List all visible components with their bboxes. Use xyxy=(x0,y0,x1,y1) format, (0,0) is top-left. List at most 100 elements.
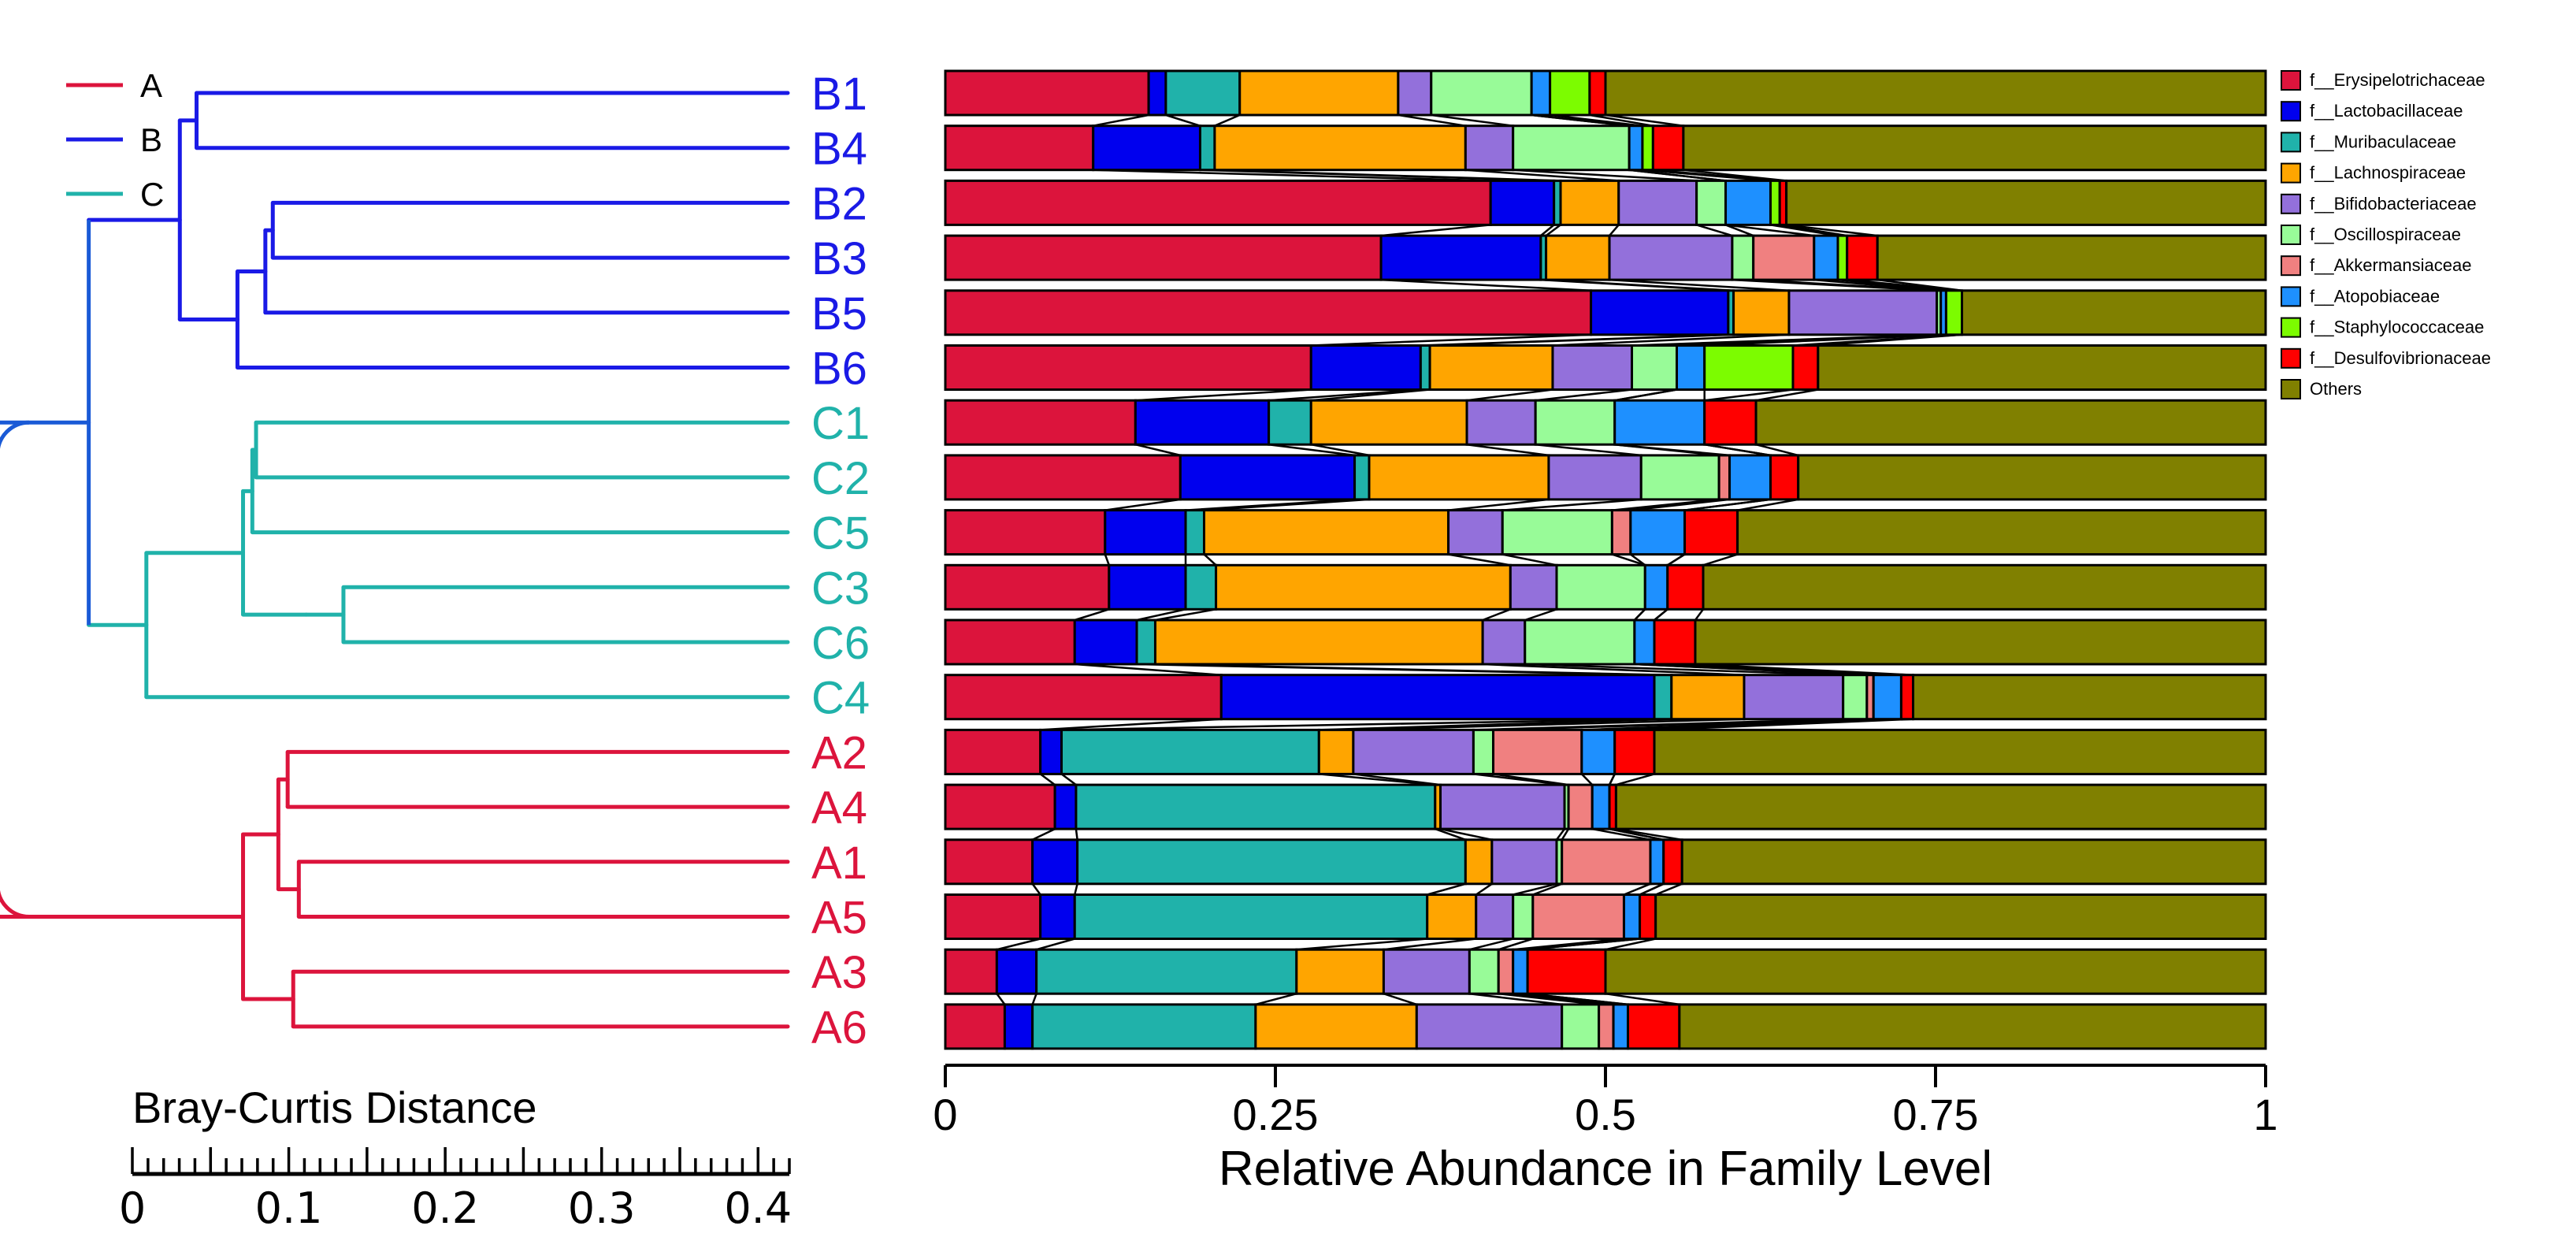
connector-line xyxy=(1036,938,1075,951)
connector-line xyxy=(1612,498,1720,511)
bar-segment-a3-6 xyxy=(1497,948,1515,995)
bar-segment-c4-3 xyxy=(1670,674,1746,721)
bar-segment-c2-0 xyxy=(944,454,1182,501)
bar-segment-c3-4 xyxy=(1509,563,1558,611)
bar-segment-c6-7 xyxy=(1633,618,1656,666)
connector-line xyxy=(1611,553,1646,566)
connector-line xyxy=(1552,333,1790,347)
connector-line xyxy=(1704,443,1771,457)
connector-line xyxy=(996,993,1006,1005)
scale-tick-label: 0.2 xyxy=(411,1183,479,1233)
sample-label-b2: B2 xyxy=(811,178,867,229)
legend-item: f__Erysipelotrichaceae xyxy=(2281,70,2485,91)
connector-line xyxy=(1614,443,1730,457)
connector-line xyxy=(1581,718,1874,731)
connector-line xyxy=(1465,169,1619,182)
bar-segment-c2-7 xyxy=(1728,454,1772,501)
bar-segment-a5-3 xyxy=(1426,893,1478,940)
bar-segment-a4-6 xyxy=(1567,783,1594,830)
bar-segment-a2-2 xyxy=(1060,728,1320,775)
connector-line xyxy=(1633,608,1646,621)
connector-line xyxy=(1204,498,1370,511)
connector-line xyxy=(1702,553,1738,566)
bar-segment-a4-0 xyxy=(944,783,1056,830)
connector-line xyxy=(1630,498,1730,511)
connector-line xyxy=(1075,663,1222,676)
connector-line xyxy=(1165,113,1201,127)
bar-segment-b2-0 xyxy=(944,179,1492,226)
scale-tick-label: 0.3 xyxy=(568,1183,636,1233)
connector-line xyxy=(1493,773,1569,786)
bar-segment-c4-4 xyxy=(1743,674,1845,721)
bar-segment-b4-3 xyxy=(1213,124,1467,172)
group-legend-item-b: B xyxy=(66,121,162,158)
connector-line xyxy=(1561,828,1570,841)
connector-line xyxy=(1482,608,1511,622)
bar-row-c3 xyxy=(944,563,2267,611)
connector-line xyxy=(1725,224,1814,237)
connector-line xyxy=(1268,443,1355,457)
bar-segment-b5-3 xyxy=(1732,289,1791,336)
bar-segment-c5-3 xyxy=(1203,509,1450,556)
bar-segment-c6-10 xyxy=(1694,618,2267,666)
connector-line xyxy=(1655,882,1683,896)
sample-label-a3: A3 xyxy=(811,947,867,998)
connector-line xyxy=(1268,388,1421,402)
bar-segment-c1-3 xyxy=(1309,399,1468,446)
connector-line xyxy=(1545,224,1561,237)
sample-label-a2: A2 xyxy=(811,727,867,778)
bar-segment-b4-4 xyxy=(1464,124,1515,172)
x-axis-title: Relative Abundance in Family Level xyxy=(1219,1142,1992,1196)
bar-row-a1 xyxy=(944,838,2267,886)
bar-segment-c5-7 xyxy=(1629,509,1687,556)
connector-line xyxy=(1513,938,1624,951)
bar-row-b5 xyxy=(944,289,2267,336)
bar-row-a3 xyxy=(944,948,2267,995)
bar-segment-b1-3 xyxy=(1238,69,1400,117)
bar-segment-c3-1 xyxy=(1108,563,1187,611)
sample-label-c2: C2 xyxy=(811,453,870,504)
connector-line xyxy=(1524,663,1843,676)
bar-segment-c2-5 xyxy=(1639,454,1720,501)
legend-swatch xyxy=(2281,101,2301,122)
bar-segment-a3-0 xyxy=(944,948,998,995)
sample-label-b5: B5 xyxy=(811,288,867,340)
connector-line xyxy=(1877,278,1962,292)
bar-segment-b5-10 xyxy=(1961,289,2267,336)
bar-segment-c6-4 xyxy=(1481,618,1527,666)
x-axis: 0 0.25 0.5 0.75 1 Relative Abundance in Famil… xyxy=(933,1064,2278,1196)
bar-segment-a1-4 xyxy=(1490,838,1558,886)
bar-segment-a3-3 xyxy=(1295,948,1385,995)
bar-segment-b5-1 xyxy=(1590,289,1730,336)
legend-label: f__Staphylococcaceae xyxy=(2310,318,2484,337)
legend-swatch xyxy=(2281,347,2301,369)
dendrogram-corner xyxy=(0,890,30,919)
bar-segment-a2-3 xyxy=(1317,728,1355,775)
connector-line xyxy=(1654,718,1913,731)
bar-segment-c2-9 xyxy=(1769,454,1800,501)
group-legend-item-a: A xyxy=(66,67,162,104)
bar-segment-b4-10 xyxy=(1682,124,2267,172)
connector-line xyxy=(1592,827,1651,841)
bar-row-a6 xyxy=(944,1003,2267,1050)
bar-segment-b4-9 xyxy=(1651,124,1685,172)
bar-segment-a1-3 xyxy=(1464,838,1494,886)
bar-segment-b2-1 xyxy=(1489,179,1556,226)
scale-tick-label: 0.4 xyxy=(724,1183,792,1233)
bar-segment-a2-7 xyxy=(1580,728,1616,775)
bar-segment-a2-0 xyxy=(944,728,1042,775)
legend-item: f__Akkermansiaceae xyxy=(2281,255,2471,277)
connector-line xyxy=(1755,443,1799,457)
connector-line xyxy=(1074,883,1078,895)
connector-line xyxy=(1605,938,1656,951)
legend-label: f__Bifidobacteriaceae xyxy=(2310,194,2477,214)
connector-line xyxy=(1448,553,1511,566)
sample-label-c4: C4 xyxy=(811,673,870,724)
legend-item: f__Lactobacillaceae xyxy=(2281,101,2463,122)
connector-line xyxy=(1430,333,1734,347)
group-legend-item-c: C xyxy=(66,176,164,213)
bar-segment-b2-10 xyxy=(1785,179,2267,226)
connector-line xyxy=(1605,113,1684,127)
legend-swatch xyxy=(2281,255,2301,277)
connector-line xyxy=(1546,278,1734,292)
